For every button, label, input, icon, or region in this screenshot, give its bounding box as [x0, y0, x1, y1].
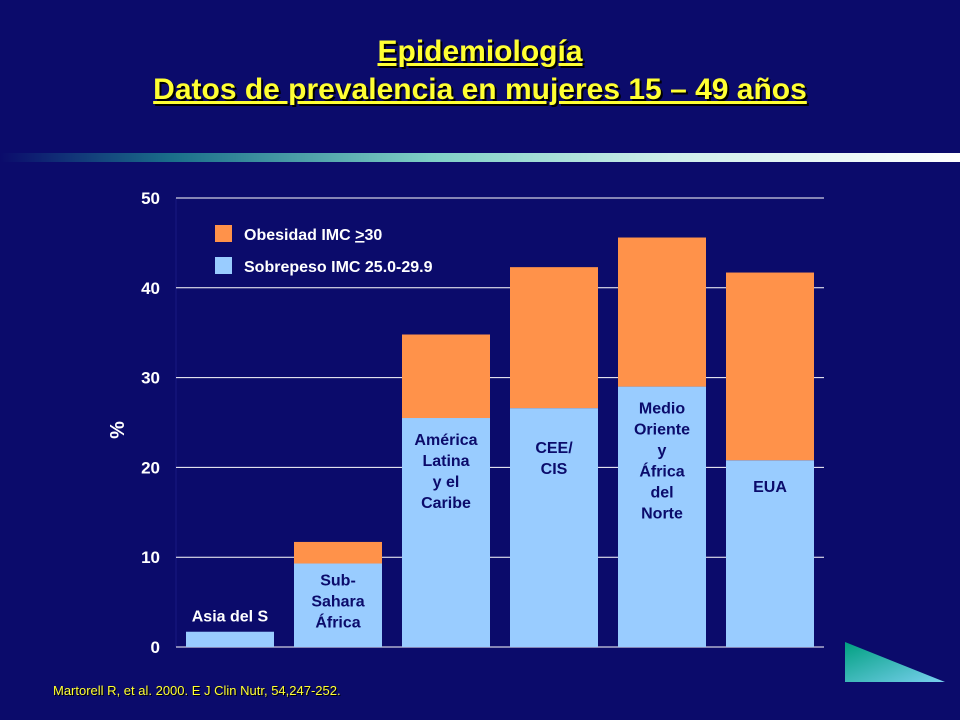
- y-tick-label: 30: [141, 369, 160, 388]
- bar-sobrepeso: [402, 418, 490, 647]
- category-label-line: Medio: [639, 401, 685, 418]
- category-label-line: Oriente: [634, 422, 690, 439]
- bar-sobrepeso: [510, 408, 598, 647]
- category-label-line: América: [414, 432, 477, 449]
- bar-obesidad: [726, 272, 814, 461]
- bar-obesidad: [618, 237, 706, 387]
- category-label: CEE/CIS: [535, 440, 573, 478]
- bar-sobrepeso: [618, 386, 706, 647]
- category-label-line: África: [639, 462, 684, 481]
- legend-label-sobrepeso: Sobrepeso IMC 25.0-29.9: [244, 259, 433, 276]
- category-label-line: África: [315, 612, 360, 631]
- category-label-line: CIS: [541, 461, 568, 478]
- y-tick-label: 40: [141, 279, 160, 298]
- title-line-1: Epidemiología: [377, 35, 583, 68]
- legend-symbol: >: [355, 227, 364, 244]
- y-tick-label: 10: [141, 548, 160, 567]
- bar-obesidad: [402, 334, 490, 419]
- decorative-gradient-bar: [0, 153, 960, 162]
- category-label-line: y: [658, 443, 667, 460]
- category-label-line: EUA: [753, 479, 787, 496]
- corner-triangle-icon: [845, 642, 945, 682]
- bar-sobrepeso: [726, 460, 814, 647]
- legend-text: Obesidad IMC: [244, 227, 355, 244]
- category-label-line: Caribe: [421, 495, 471, 512]
- category-label: Sub- Sahara África: [311, 572, 364, 631]
- category-label-line: Latina: [422, 453, 469, 470]
- category-label-line: CEE/: [535, 440, 573, 457]
- bar-sobrepeso: [186, 631, 274, 647]
- y-tick-label: 50: [141, 189, 160, 208]
- y-axis-label: %: [107, 421, 129, 439]
- y-tick-label: 0: [151, 638, 160, 657]
- bar-sobrepeso: [294, 563, 382, 647]
- category-label-line: del: [650, 485, 673, 502]
- category-label-line: y el: [433, 474, 460, 491]
- category-label: EUA: [753, 479, 787, 496]
- category-label-line: Sahara: [311, 593, 364, 610]
- category-label-line: Sub-: [320, 572, 356, 589]
- source-citation: Martorell R, et al. 2000. E J Clin Nutr,…: [53, 683, 341, 698]
- category-label: Asia del S: [192, 609, 269, 626]
- bar-obesidad: [294, 541, 382, 564]
- legend-swatch-sobrepeso: [215, 257, 232, 274]
- bar-obesidad: [510, 267, 598, 409]
- category-label: América Latina y el Caribe: [414, 432, 477, 512]
- legend-label-obesidad: Obesidad IMC >30: [244, 227, 382, 244]
- category-label-line: Asia del S: [192, 609, 269, 626]
- title-line-2: Datos de prevalencia en mujeres 15 – 49 …: [153, 73, 807, 106]
- category-label-line: Norte: [641, 506, 683, 523]
- legend-text: 30: [364, 227, 382, 244]
- y-tick-label: 20: [141, 458, 160, 477]
- legend-swatch-obesidad: [215, 225, 232, 242]
- category-label: Medio Oriente y África del Norte: [634, 401, 690, 523]
